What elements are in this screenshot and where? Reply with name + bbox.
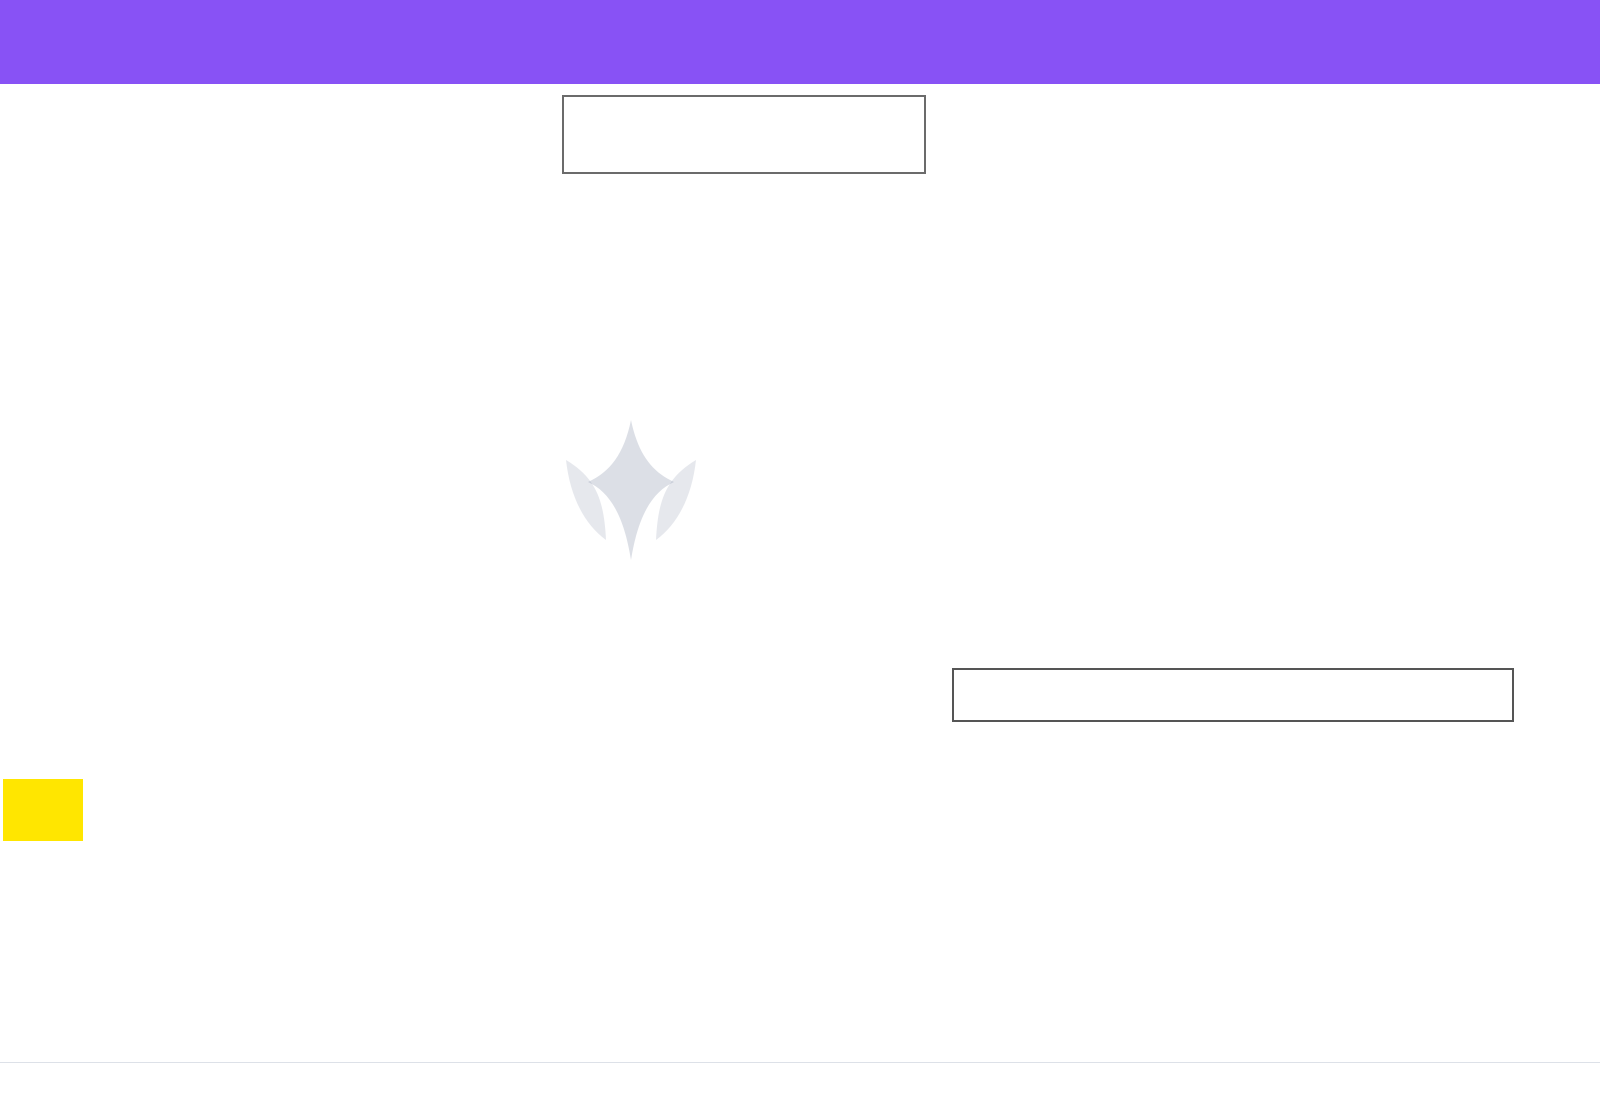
rsi-note-box — [952, 668, 1514, 722]
header-bar — [0, 0, 1600, 84]
rsi-indicator-tag — [3, 779, 83, 841]
confirmation-note-box — [562, 95, 926, 174]
time-axis-separator — [0, 1062, 1600, 1063]
